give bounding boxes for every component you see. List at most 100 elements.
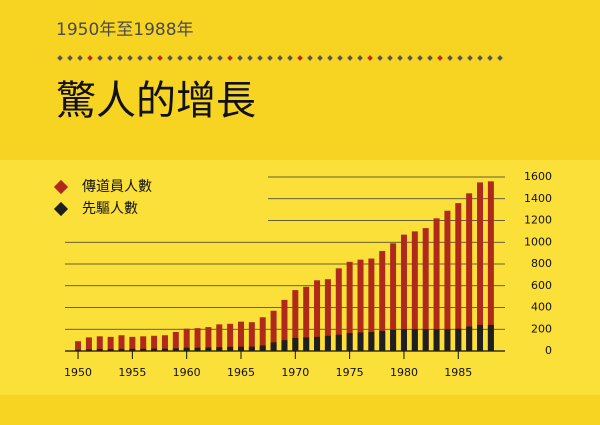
- x-tick-label: 1955: [118, 366, 146, 379]
- bar: [238, 346, 244, 351]
- bar: [270, 342, 277, 351]
- bar: [96, 349, 103, 351]
- bar: [281, 299, 288, 351]
- bar: [248, 322, 255, 351]
- bar: [346, 261, 353, 351]
- x-tick-label: 1975: [336, 366, 364, 379]
- bar: [172, 331, 179, 351]
- legend-label: 先驅人數: [82, 201, 138, 217]
- bar: [368, 258, 375, 351]
- subtitle: 1950年至1988年: [56, 20, 194, 40]
- bar: [161, 335, 168, 351]
- x-tick-label: 1950: [64, 366, 92, 379]
- bar: [85, 349, 92, 351]
- bar: [390, 243, 397, 351]
- x-tick-label: 1985: [444, 366, 472, 379]
- x-tick-label: 1960: [173, 366, 201, 379]
- y-tick-label: 1200: [524, 214, 552, 227]
- y-tick-label: 1000: [524, 235, 552, 248]
- bar: [85, 337, 92, 351]
- bar: [107, 349, 114, 351]
- bar: [227, 323, 234, 351]
- bar: [400, 234, 407, 351]
- bar: [172, 348, 179, 351]
- y-tick-label: 1600: [524, 170, 552, 183]
- bar: [477, 182, 484, 351]
- y-tick-label: 200: [531, 322, 552, 335]
- bar: [335, 268, 342, 351]
- bar: [422, 228, 429, 351]
- bar: [238, 321, 244, 351]
- bar: [281, 340, 288, 351]
- header-band: [0, 0, 600, 160]
- bar: [400, 329, 407, 351]
- bar: [140, 348, 147, 351]
- bar: [96, 336, 103, 351]
- bar: [487, 324, 494, 351]
- bar: [357, 259, 364, 351]
- bar: [259, 317, 266, 351]
- bar: [303, 286, 310, 351]
- bar: [292, 290, 299, 351]
- bar: [324, 279, 331, 351]
- bar: [466, 193, 473, 351]
- y-tick-label: 400: [531, 301, 552, 314]
- bar: [444, 210, 451, 351]
- bar: [216, 347, 223, 351]
- legend-label: 傳道員人數: [82, 179, 152, 195]
- bar: [303, 337, 310, 351]
- bar: [433, 329, 440, 351]
- bar: [487, 181, 494, 351]
- bar: [205, 347, 212, 351]
- y-tick-label: 600: [531, 279, 552, 292]
- bar: [194, 328, 201, 351]
- bar: [411, 329, 418, 351]
- bar: [379, 250, 386, 351]
- bar: [161, 348, 168, 351]
- bar: [129, 348, 136, 351]
- bar: [183, 328, 190, 351]
- bar: [433, 218, 440, 351]
- bar: [151, 335, 158, 351]
- bar: [314, 336, 321, 351]
- footer-band: [0, 395, 600, 425]
- bar: [455, 328, 462, 351]
- y-tick-label: 0: [545, 344, 552, 357]
- x-tick-label: 1970: [281, 366, 309, 379]
- bar: [151, 348, 158, 351]
- bar: [477, 324, 484, 351]
- bar: [455, 203, 462, 351]
- bar: [216, 324, 223, 351]
- x-tick-label: 1965: [227, 366, 255, 379]
- bar: [444, 329, 451, 351]
- bar: [140, 336, 147, 351]
- bar: [75, 349, 82, 351]
- x-tick-label: 1980: [390, 366, 418, 379]
- bar: [314, 280, 321, 351]
- bar: [129, 336, 136, 351]
- bar: [368, 331, 375, 351]
- y-tick-label: 1400: [524, 192, 552, 205]
- bar: [259, 345, 266, 351]
- bar: [324, 335, 331, 351]
- bar: [107, 336, 114, 351]
- bar: [183, 347, 190, 351]
- bar: [205, 327, 212, 351]
- y-tick-label: 800: [531, 257, 552, 270]
- bar: [346, 333, 353, 351]
- bar: [379, 330, 386, 351]
- bar: [390, 329, 397, 351]
- bar: [335, 334, 342, 351]
- bar: [118, 335, 125, 351]
- bar: [292, 337, 299, 351]
- bar: [227, 346, 234, 351]
- bar: [118, 348, 125, 351]
- bar: [411, 231, 418, 351]
- bar: [466, 326, 473, 351]
- bar: [357, 332, 364, 351]
- bar: [248, 346, 255, 351]
- bar: [194, 347, 201, 351]
- bar: [270, 310, 277, 351]
- bar: [422, 329, 429, 351]
